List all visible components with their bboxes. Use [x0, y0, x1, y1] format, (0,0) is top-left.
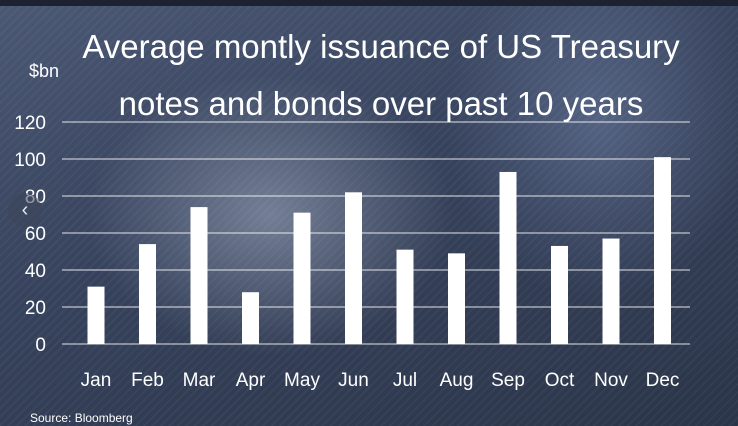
x-tick-label: May: [284, 370, 320, 391]
x-tick-label: Mar: [183, 370, 216, 391]
bar-jul: [396, 249, 414, 344]
bar-may: [293, 212, 311, 344]
bar-oct: [551, 245, 568, 344]
x-tick-label: Jul: [393, 370, 417, 391]
x-tick-label: Oct: [545, 370, 575, 391]
bar-jan: [87, 286, 105, 344]
top-strip: [0, 0, 738, 6]
bar-aug: [448, 253, 465, 344]
chevron-left-icon: ‹: [21, 199, 29, 221]
x-tick-label: Dec: [646, 370, 680, 391]
y-tick-label: 100: [14, 150, 46, 171]
bar-feb: [139, 244, 156, 344]
y-tick-label: 20: [25, 298, 46, 319]
y-tick-label: 0: [35, 335, 46, 356]
x-tick-label: Feb: [131, 370, 164, 391]
previous-slide-button[interactable]: ‹: [8, 193, 42, 227]
x-tick-label: Jun: [338, 370, 369, 391]
source-note: Source: Bloomberg: [30, 411, 133, 425]
bar-nov: [602, 238, 620, 344]
y-tick-label: 40: [25, 261, 46, 282]
x-tick-label: Apr: [236, 370, 266, 391]
chart-title-line-2: notes and bonds over past 10 years: [119, 85, 644, 122]
bar-apr: [242, 292, 259, 344]
y-tick-label: 60: [25, 224, 46, 245]
y-tick-label: 120: [14, 113, 46, 134]
x-tick-label: Sep: [491, 370, 525, 391]
unit-label: $bn: [29, 61, 59, 81]
bar-jun: [345, 192, 362, 344]
bar-dec: [654, 157, 671, 344]
x-tick-label: Jan: [81, 370, 112, 391]
bar-mar: [190, 207, 208, 344]
bar-sep: [499, 171, 517, 344]
x-tick-label: Aug: [440, 370, 474, 391]
x-tick-label: Nov: [594, 370, 628, 391]
chart-title-line-1: Average montly issuance of US Treasury: [82, 28, 680, 65]
